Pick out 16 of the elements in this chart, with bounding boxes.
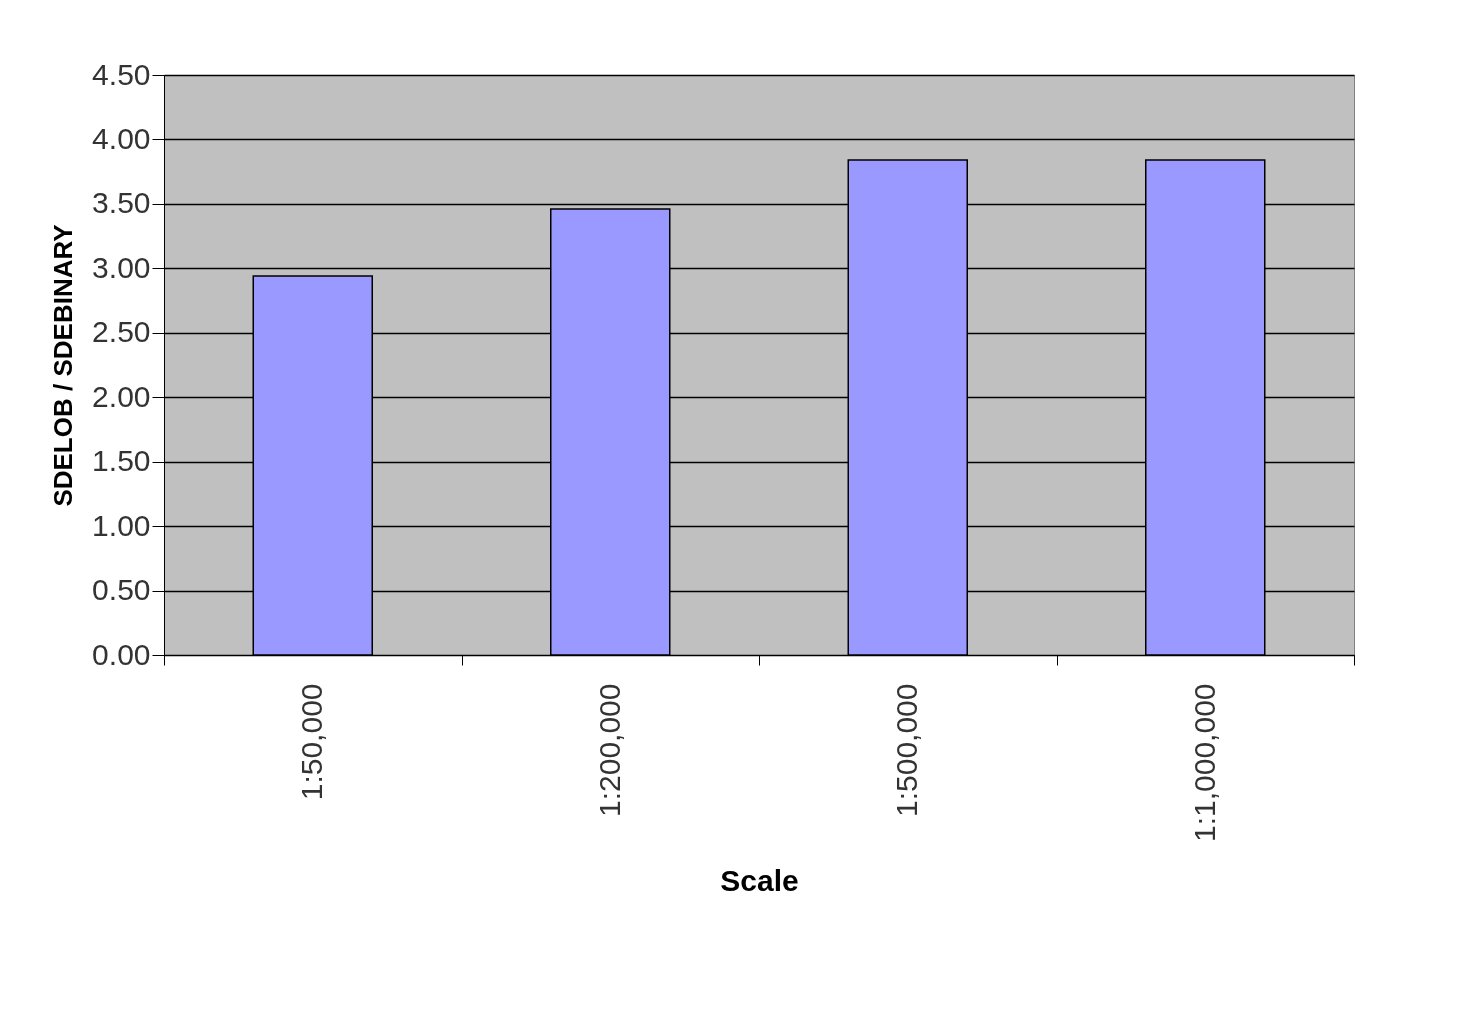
y-tick-label: 4.00 bbox=[92, 121, 151, 155]
x-tick-label: 1:1,000,000 bbox=[1187, 683, 1221, 842]
y-axis-title: SDELOB / SDEBINARY bbox=[48, 224, 79, 507]
x-tick-label: 1:200,000 bbox=[592, 683, 626, 817]
y-tick-label: 0.00 bbox=[92, 637, 151, 671]
y-tick-label: 2.00 bbox=[92, 379, 151, 413]
y-tick-label: 3.00 bbox=[92, 250, 151, 284]
y-tick-label: 1.00 bbox=[92, 508, 151, 542]
x-tick-label: 1:50,000 bbox=[295, 683, 329, 801]
y-tick-label: 2.50 bbox=[92, 315, 151, 349]
x-tick-label: 1:500,000 bbox=[890, 683, 924, 817]
x-axis-title: Scale bbox=[720, 863, 799, 897]
y-tick-label: 0.50 bbox=[92, 573, 151, 607]
y-tick-label: 4.50 bbox=[92, 57, 151, 91]
y-tick-label: 1.50 bbox=[92, 444, 151, 478]
y-tick-label: 3.50 bbox=[92, 186, 151, 220]
